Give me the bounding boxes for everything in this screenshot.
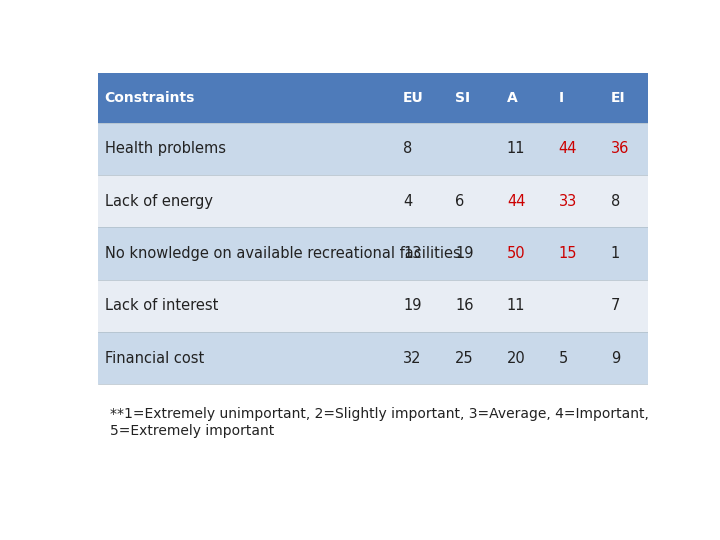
Bar [605,72,657,123]
Text: 33: 33 [559,194,577,208]
Text: SI: SI [455,91,470,105]
Bar [449,123,500,175]
Text: **1=Extremely unimportant, 2=Slightly important, 3=Average, 4=Important,
5=Extre: **1=Extremely unimportant, 2=Slightly im… [110,408,649,437]
Bar [449,280,500,332]
Bar [500,280,552,332]
Text: 19: 19 [455,246,474,261]
Bar [552,72,605,123]
Bar [552,332,605,384]
Text: 15: 15 [559,246,577,261]
Text: Lack of energy: Lack of energy [104,194,212,208]
Bar [605,175,657,227]
Text: EI: EI [611,91,625,105]
Text: 1: 1 [611,246,620,261]
Text: 32: 32 [403,350,422,366]
Bar [449,227,500,280]
Text: 9: 9 [611,350,620,366]
Text: 44: 44 [507,194,526,208]
Bar [605,123,657,175]
Text: Financial cost: Financial cost [104,350,204,366]
Text: 25: 25 [455,350,474,366]
Bar [605,280,657,332]
Bar [99,280,397,332]
Text: 5: 5 [559,350,568,366]
Text: No knowledge on available recreational facilities: No knowledge on available recreational f… [104,246,460,261]
Text: 50: 50 [507,246,526,261]
Bar [99,123,397,175]
Text: EU: EU [403,91,424,105]
Bar [397,123,449,175]
Text: Lack of interest: Lack of interest [104,298,218,313]
Bar [552,123,605,175]
Text: 6: 6 [455,194,464,208]
Bar [99,72,397,123]
Bar [500,175,552,227]
Bar [397,227,449,280]
Text: 7: 7 [611,298,620,313]
Bar [449,72,500,123]
Text: 19: 19 [403,298,422,313]
Bar [99,227,397,280]
Text: 13: 13 [403,246,421,261]
Bar [99,332,397,384]
Text: 20: 20 [507,350,526,366]
Text: 11: 11 [507,298,526,313]
Bar [552,175,605,227]
Bar [449,175,500,227]
Bar [397,332,449,384]
Bar [552,227,605,280]
Text: 44: 44 [559,141,577,156]
Bar [500,227,552,280]
Text: 8: 8 [611,194,620,208]
Bar [500,123,552,175]
Text: 8: 8 [403,141,413,156]
Bar [500,72,552,123]
Bar [99,175,397,227]
Bar [449,332,500,384]
Text: 11: 11 [507,141,526,156]
Bar [500,332,552,384]
Text: I: I [559,91,564,105]
Text: 4: 4 [403,194,413,208]
Bar [397,72,449,123]
Text: Constraints: Constraints [104,91,195,105]
Text: A: A [507,91,518,105]
Text: 36: 36 [611,141,629,156]
Bar [605,332,657,384]
Bar [397,175,449,227]
Text: 16: 16 [455,298,474,313]
Bar [552,280,605,332]
Bar [397,280,449,332]
Bar [605,227,657,280]
Text: Health problems: Health problems [104,141,225,156]
